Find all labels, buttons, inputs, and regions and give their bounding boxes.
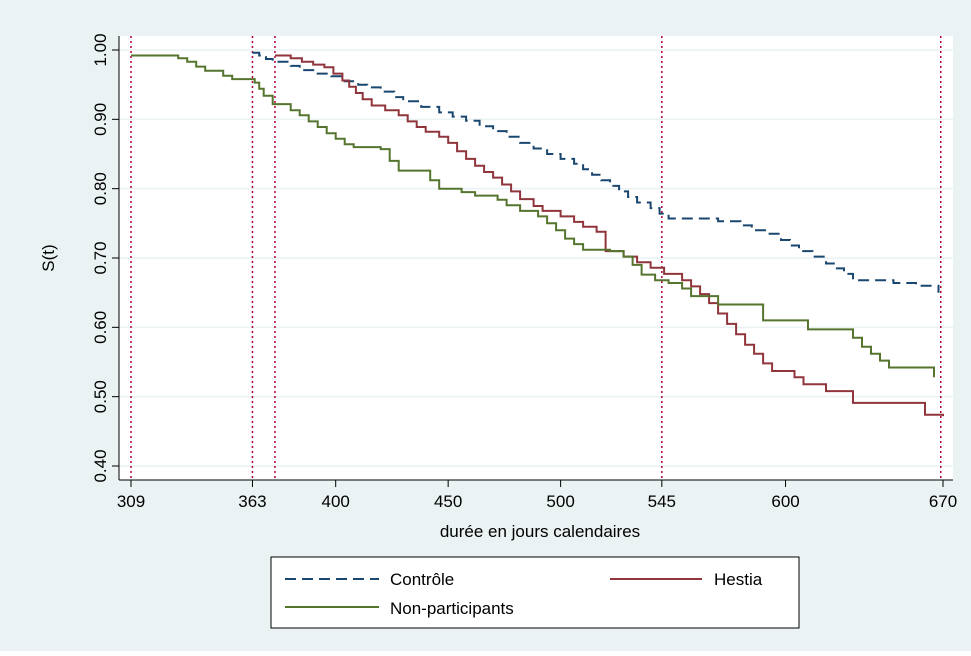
series-line-hestia [275, 54, 944, 417]
legend-label-controle: Contrôle [390, 570, 454, 589]
y-tick-label: 0.60 [91, 311, 110, 344]
series-line-controle [252, 51, 940, 293]
legend-label-non-participants: Non-participants [390, 599, 514, 618]
y-axis-ticks: 0.40 0.50 0.60 0.70 0.80 0.90 1.00 [91, 33, 119, 483]
y-axis-label: S(t) [39, 244, 58, 271]
x-axis-label: durée en jours calendaires [440, 522, 640, 541]
y-tick-label: 0.90 [91, 103, 110, 136]
x-tick-label: 545 [648, 492, 676, 511]
grid-lines [119, 49, 953, 467]
y-tick-label: 0.80 [91, 172, 110, 205]
series-line-non-participants [131, 54, 935, 378]
x-tick-label: 363 [238, 492, 266, 511]
legend: Contrôle Hestia Non-participants [270, 556, 800, 629]
series-layer [131, 51, 944, 417]
reference-lines [130, 36, 942, 480]
x-tick-label: 500 [546, 492, 574, 511]
x-axis-ticks: 309 363 400 450 500 545 600 670 [117, 480, 957, 511]
legend-box [270, 556, 800, 629]
x-tick-label: 450 [434, 492, 462, 511]
x-tick-label: 309 [117, 492, 145, 511]
y-tick-label: 0.40 [91, 449, 110, 482]
y-tick-label: 1.00 [91, 33, 110, 66]
legend-label-hestia: Hestia [714, 570, 763, 589]
x-tick-label: 400 [321, 492, 349, 511]
x-tick-label: 670 [929, 492, 957, 511]
x-tick-label: 600 [771, 492, 799, 511]
y-tick-label: 0.70 [91, 241, 110, 274]
y-tick-label: 0.50 [91, 380, 110, 413]
